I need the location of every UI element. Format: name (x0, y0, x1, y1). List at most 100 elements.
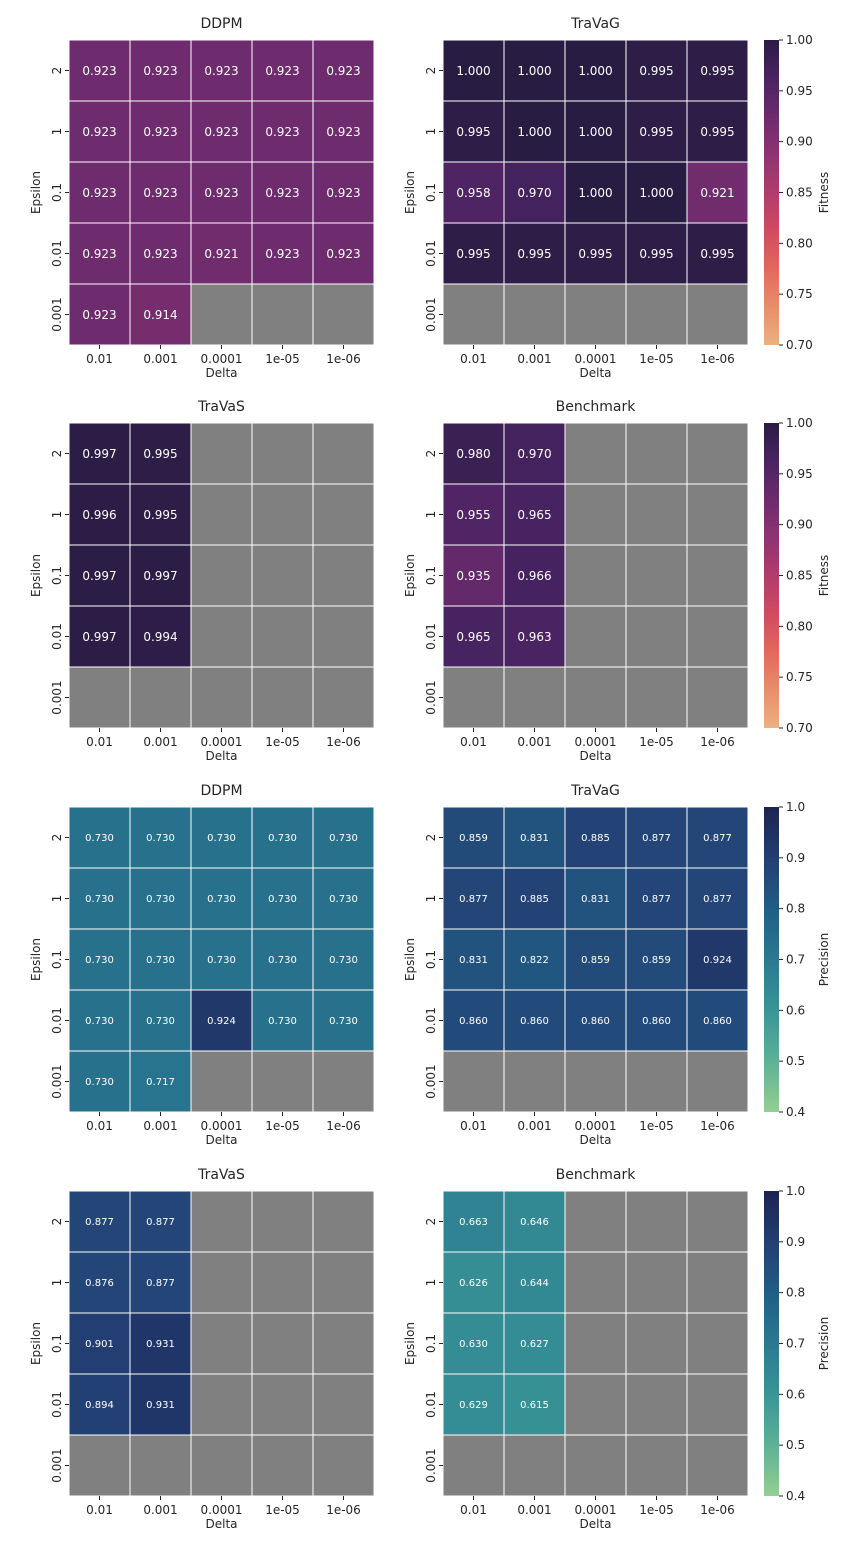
cell-value-label: 0.860 (520, 1016, 549, 1027)
x-tick-label: 1e-05 (265, 1503, 300, 1517)
cell-value-label: 0.995 (578, 247, 612, 261)
heatmap-cell (129, 605, 192, 668)
x-tick-label: 0.01 (460, 1119, 487, 1133)
x-axis-label: Delta (205, 1133, 237, 1147)
y-tick-label: 0.001 (50, 680, 64, 714)
colorbar-fitness: 0.70 0.75 0.80 0.85 0.90 0.95 1.00 Fitness (764, 416, 831, 735)
cell-value-label: 0.923 (265, 247, 299, 261)
heatmap-cell-empty (686, 1190, 749, 1253)
y-tick-label: 0.01 (50, 1007, 64, 1034)
heatmap-cell (442, 161, 505, 224)
x-tick-label: 0.0001 (201, 1503, 243, 1517)
cell-value-label: 0.646 (520, 1217, 549, 1228)
cell-value-label: 0.923 (265, 186, 299, 200)
cell-value-label: 0.615 (520, 1400, 549, 1411)
heatmap-cell (442, 989, 505, 1052)
heatmap-panel: TraVaS 0.877 0.877 0.876 0.877 0.901 0.931 0.89… (29, 1167, 375, 1531)
heatmap-cell (442, 483, 505, 546)
x-axis-label: Delta (579, 1517, 611, 1531)
panel-title: TraVaS (197, 399, 245, 415)
heatmap-cell-empty (190, 1190, 253, 1253)
y-tick-label: 1 (424, 895, 438, 903)
x-tick-label: 0.001 (143, 735, 177, 749)
heatmap-cell-empty (625, 1251, 688, 1314)
y-tick-label: 1 (50, 128, 64, 136)
cell-value-label: 0.730 (329, 1016, 358, 1027)
heatmap-cell (68, 1190, 131, 1253)
cell-value-label: 1.000 (578, 186, 612, 200)
colorbar-tick-label: 0.9 (786, 1235, 805, 1249)
y-axis-label: Epsilon (29, 554, 43, 597)
heatmap-cell (503, 605, 566, 668)
cell-value-label: 1.000 (517, 64, 551, 78)
y-tick-label: 2 (424, 1218, 438, 1226)
colorbar-tick-label: 0.70 (786, 338, 813, 352)
y-tick-label: 0.1 (424, 566, 438, 585)
heatmap-cell (251, 928, 314, 991)
heatmap-cell-empty (190, 1312, 253, 1375)
cell-value-label: 0.730 (85, 1077, 114, 1088)
heatmap-cell-empty (625, 1050, 688, 1113)
x-tick-label: 1e-05 (265, 1119, 300, 1133)
heatmap-cell-empty (564, 605, 627, 668)
heatmap-cell-empty (312, 1312, 375, 1375)
cell-value-label: 0.831 (520, 833, 549, 844)
y-tick-label: 0.001 (424, 1064, 438, 1098)
heatmap-cell (68, 1312, 131, 1375)
heatmap-cell-empty (190, 1373, 253, 1436)
cell-value-label: 0.860 (642, 1016, 671, 1027)
colorbar-tick-label: 0.7 (786, 953, 805, 967)
heatmap-cell-empty (625, 422, 688, 485)
panel-title: Benchmark (556, 399, 637, 415)
y-tick-label: 2 (50, 67, 64, 75)
x-tick-label: 1e-05 (265, 352, 300, 366)
heatmap-cell (503, 928, 566, 991)
colorbar-tick-label: 0.85 (786, 569, 813, 583)
panel-title: DDPM (200, 783, 242, 799)
cell-value-label: 0.923 (82, 186, 116, 200)
y-tick-label: 0.01 (424, 240, 438, 267)
y-tick-label: 1 (424, 1279, 438, 1287)
heatmap-cell (312, 867, 375, 930)
heatmap-cell-empty (312, 605, 375, 668)
heatmap-cell-empty (625, 283, 688, 346)
cell-value-label: 0.860 (459, 1016, 488, 1027)
heatmap-cell-empty (503, 1434, 566, 1497)
x-tick-label: 0.0001 (575, 1119, 617, 1133)
heatmap-cell-empty (442, 666, 505, 729)
cell-value-label: 0.931 (146, 1339, 175, 1350)
heatmap-cell-empty (312, 1434, 375, 1497)
cell-value-label: 0.923 (143, 186, 177, 200)
colorbar-tick-label: 0.5 (786, 1054, 805, 1068)
heatmap-cell (68, 605, 131, 668)
x-tick-label: 0.01 (460, 352, 487, 366)
heatmap-cell (129, 1312, 192, 1375)
cell-value-label: 0.730 (329, 833, 358, 844)
heatmap-cell-empty (190, 283, 253, 346)
colorbar-tick-label: 0.8 (786, 902, 805, 916)
colorbar-tick-label: 0.85 (786, 186, 813, 200)
x-axis-label: Delta (205, 1517, 237, 1531)
x-tick-label: 1e-06 (700, 352, 735, 366)
y-tick-label: 1 (50, 1279, 64, 1287)
cell-value-label: 0.877 (642, 833, 671, 844)
cell-value-label: 0.997 (82, 447, 116, 461)
heatmap-cell (564, 806, 627, 869)
x-tick-label: 1e-06 (326, 1119, 361, 1133)
y-tick-label: 0.001 (50, 1064, 64, 1098)
cell-value-label: 0.644 (520, 1278, 549, 1289)
heatmap-panel: TraVaG 0.859 0.831 0.885 0.877 0.877 0.877 0.88… (403, 783, 749, 1147)
cell-value-label: 0.877 (146, 1278, 175, 1289)
cell-value-label: 0.995 (700, 64, 734, 78)
cell-value-label: 0.995 (143, 508, 177, 522)
y-tick-label: 0.001 (424, 1448, 438, 1482)
cell-value-label: 0.730 (268, 1016, 297, 1027)
cell-value-label: 0.963 (517, 630, 551, 644)
cell-value-label: 0.995 (639, 247, 673, 261)
y-tick-label: 0.01 (50, 623, 64, 650)
cell-value-label: 0.980 (456, 447, 490, 461)
heatmap-cell-empty (251, 1434, 314, 1497)
colorbar-tick-label: 0.90 (786, 518, 813, 532)
heatmap-cell-empty (686, 1312, 749, 1375)
